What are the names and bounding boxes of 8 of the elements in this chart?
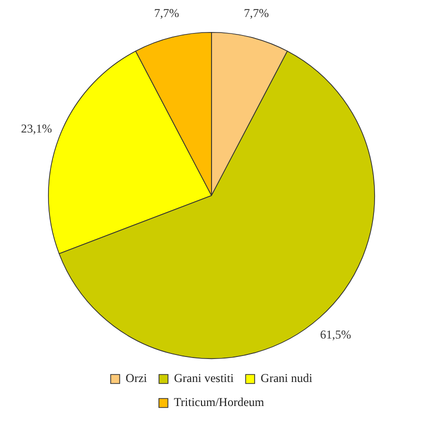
legend-label: Orzi — [126, 371, 148, 386]
legend-label: Grani nudi — [260, 371, 313, 386]
data-label: 23,1% — [20, 122, 52, 136]
legend-label: Triticum/Hordeum — [174, 395, 265, 410]
data-label: 7,7% — [154, 6, 180, 20]
data-label: 61,5% — [320, 328, 352, 342]
data-label: 7,7% — [244, 6, 269, 20]
legend-label: Grani vestiti — [174, 371, 234, 386]
